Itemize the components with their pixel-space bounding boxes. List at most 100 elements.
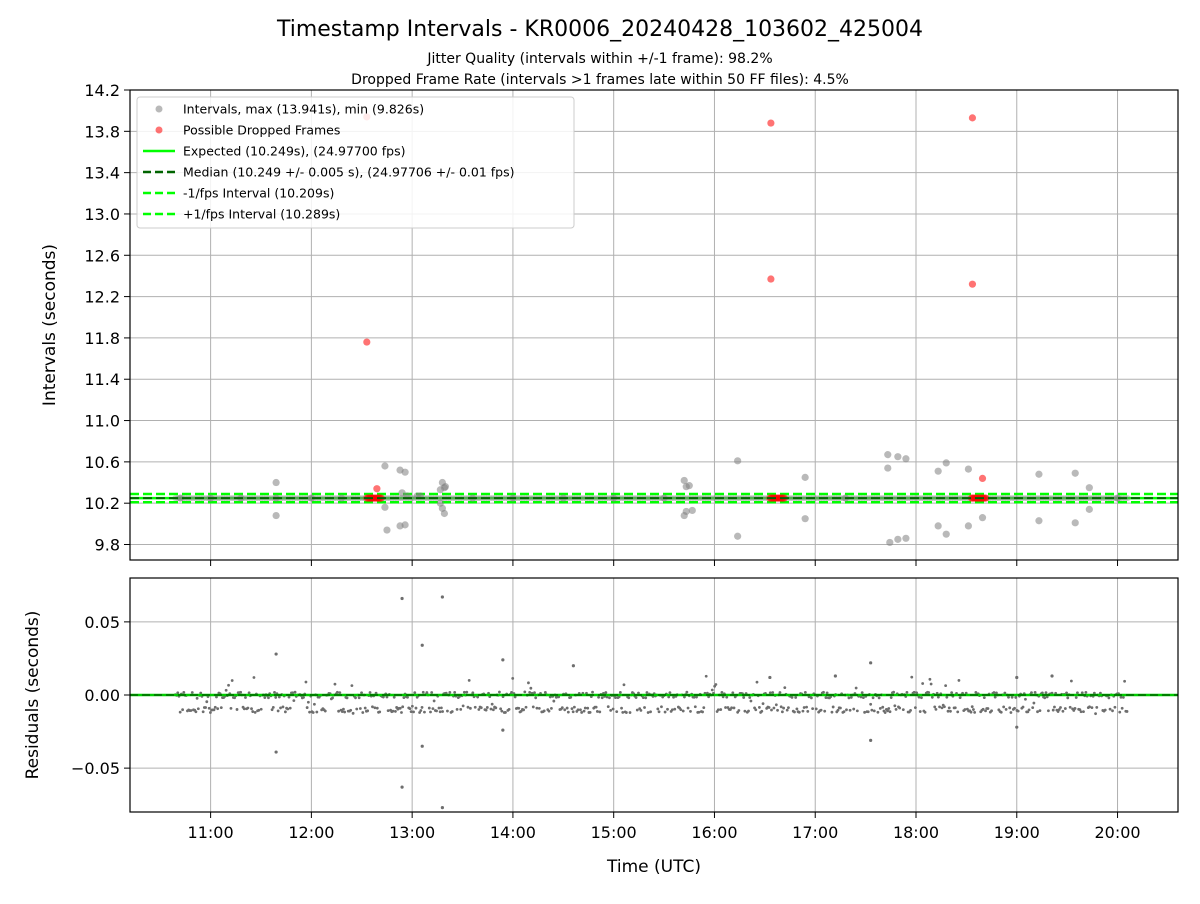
- residual-point: [984, 709, 987, 713]
- residual-point: [628, 711, 632, 714]
- residual-point: [178, 710, 182, 714]
- interval-point: [708, 495, 715, 502]
- residual-point: [933, 705, 937, 709]
- legend-marker: [155, 126, 163, 134]
- residual-point: [1088, 705, 1091, 709]
- residual-point: [535, 706, 539, 710]
- interval-point: [176, 494, 184, 502]
- residual-point: [270, 708, 274, 712]
- dropped-frame-point: [982, 494, 990, 502]
- residual-point: [425, 691, 429, 694]
- residual-point: [1090, 706, 1094, 710]
- residual-point: [761, 702, 765, 706]
- interval-point: [671, 495, 678, 502]
- residual-point: [569, 695, 573, 699]
- interval-point: [683, 495, 690, 502]
- residual-point: [953, 706, 957, 710]
- interval-point: [1085, 505, 1093, 513]
- residual-point: [1082, 710, 1085, 714]
- y-tick-label: 12.2: [84, 288, 120, 307]
- y-tick-label: 13.4: [84, 164, 120, 183]
- x-tick-label: 17:00: [792, 823, 838, 842]
- residual-point: [323, 709, 327, 713]
- y-tick-label: 13.0: [84, 205, 120, 224]
- residual-point: [368, 691, 372, 694]
- residual-point: [386, 709, 390, 713]
- residual-point: [401, 705, 405, 709]
- interval-point: [542, 495, 549, 502]
- interval-point: [789, 495, 796, 502]
- residual-point: [333, 682, 337, 686]
- dropped-frame-point: [978, 474, 987, 482]
- y-tick-label: 11.0: [84, 412, 120, 431]
- residual-point: [686, 706, 690, 710]
- residual-point: [196, 707, 200, 711]
- residual-point: [905, 690, 909, 694]
- residual-point: [725, 695, 729, 699]
- residual-point: [1015, 675, 1019, 680]
- residual-point: [182, 691, 186, 694]
- residual-point: [714, 683, 718, 686]
- residual-point: [836, 708, 840, 712]
- interval-point: [189, 495, 196, 502]
- residual-point: [204, 706, 207, 709]
- residual-point: [427, 706, 431, 710]
- interval-point: [202, 495, 209, 502]
- residual-point: [566, 710, 570, 714]
- residual-point: [279, 706, 282, 710]
- interval-point: [734, 457, 742, 465]
- residual-point: [870, 708, 874, 712]
- residual-point: [350, 684, 354, 688]
- residual-point: [537, 706, 541, 710]
- interval-point: [255, 495, 262, 502]
- residual-point: [958, 696, 962, 700]
- interval-point: [593, 495, 600, 502]
- interval-point: [1061, 495, 1068, 502]
- interval-point: [884, 464, 892, 472]
- residual-point: [768, 675, 772, 680]
- interval-point: [680, 511, 688, 520]
- residual-point: [898, 706, 902, 710]
- residual-point: [637, 691, 640, 695]
- residual-point: [634, 696, 638, 699]
- residual-point: [893, 704, 897, 708]
- residual-point: [663, 710, 667, 714]
- interval-point: [320, 495, 327, 502]
- interval-point: [902, 534, 910, 542]
- residual-point: [308, 710, 311, 714]
- residual-point: [489, 707, 493, 711]
- residual-point: [1123, 679, 1126, 683]
- residual-point: [247, 691, 251, 695]
- residual-point: [737, 709, 741, 712]
- residual-point: [720, 691, 724, 694]
- dropped-frame-point: [373, 485, 381, 493]
- residual-point: [534, 696, 538, 700]
- residual-point: [863, 710, 867, 714]
- dropped-frame-point: [363, 338, 371, 346]
- residual-point: [1057, 708, 1061, 711]
- interval-point: [540, 495, 547, 502]
- legend-label: +1/fps Interval (10.289s): [183, 207, 340, 222]
- interval-point: [942, 459, 950, 467]
- residual-point: [949, 709, 952, 713]
- residual-point: [194, 710, 198, 714]
- residual-point: [529, 686, 533, 690]
- interval-point: [867, 495, 874, 502]
- residual-point: [580, 711, 584, 714]
- residual-point: [224, 688, 228, 692]
- residual-point: [797, 710, 801, 714]
- residual-point: [801, 709, 805, 713]
- residual-point: [806, 709, 810, 713]
- residual-point: [216, 707, 220, 711]
- residual-point: [1076, 691, 1079, 695]
- residual-point: [543, 691, 547, 694]
- interval-point: [1021, 495, 1028, 502]
- residual-point: [1103, 708, 1107, 712]
- residual-point: [1027, 708, 1031, 712]
- y-tick-label: 11.4: [84, 370, 120, 389]
- residual-point: [889, 696, 893, 699]
- residual-point: [392, 695, 396, 699]
- residual-point: [420, 643, 424, 647]
- residual-point: [477, 708, 481, 711]
- residual-point: [485, 706, 489, 709]
